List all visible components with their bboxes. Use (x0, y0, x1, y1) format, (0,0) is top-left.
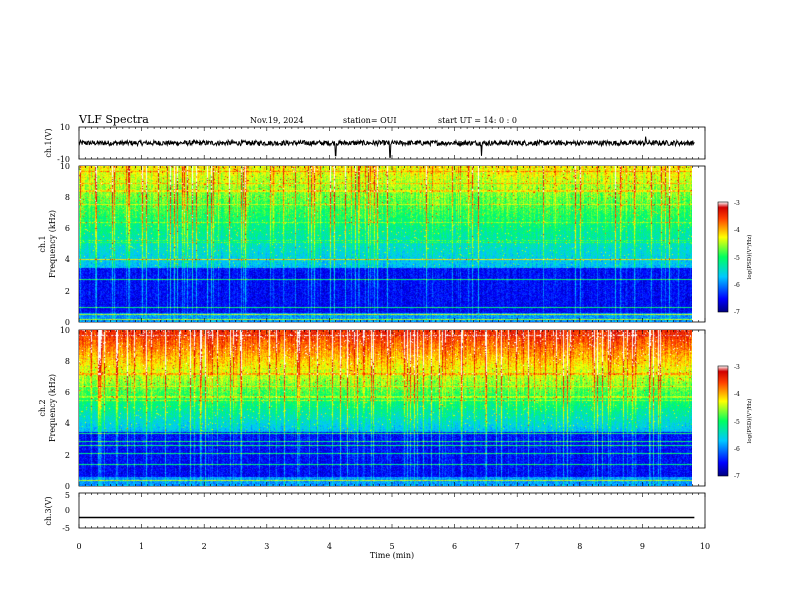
ch1-spec-ytick-0: 0 (65, 318, 70, 327)
ch2-colorbar-tick-m7: -7 (734, 473, 740, 480)
ch1-spec-ytick-6: 6 (65, 224, 70, 233)
ch2-spec-ylabel-freq: Frequency (kHz) (48, 374, 57, 442)
ch2-spec-ytick-0: 0 (65, 482, 70, 491)
ch2-spec-ytick-4: 4 (65, 419, 70, 428)
ch1-spec-ytick-8: 8 (65, 193, 70, 202)
ch2-spec-ytick-6: 6 (65, 388, 70, 397)
ch2-colorbar-tick-m5: -5 (734, 419, 740, 426)
ch2-colorbar-tick-m4: -4 (734, 391, 740, 398)
ch1-colorbar-label: log(PSD)(V²/Hz) (746, 235, 753, 280)
ch1-colorbar-tick-m7: -7 (734, 309, 740, 316)
xtick-9: 9 (640, 542, 645, 551)
ch3-ytick-0: 0 (65, 506, 70, 515)
time-axis-ticks (78, 127, 706, 528)
ch1-ylabel: ch.1(V) (44, 128, 53, 157)
xtick-1: 1 (139, 542, 144, 551)
ch1-ytick-top: 10 (60, 123, 70, 132)
xtick-4: 4 (327, 542, 332, 551)
start-time-label: start UT = 14: 0 : 0 (438, 116, 517, 125)
ch1-colorbar-tick-m5: -5 (734, 255, 740, 262)
figure-title: VLF Spectra (78, 113, 149, 126)
ch1-spec-ylabel-freq: Frequency (kHz) (48, 210, 57, 278)
ch1-waveform-trace (78, 136, 695, 158)
ch1-colorbar-tick-m4: -4 (734, 227, 740, 234)
ch2-spec-ytick-10: 10 (60, 326, 70, 335)
ch1-ytick-bottom: -10 (57, 155, 70, 164)
ch2-colorbar (717, 365, 729, 477)
ch1-waveform-panel: ch.1(V) 10 -10 (44, 123, 706, 164)
ch1-colorbar (717, 201, 729, 313)
station-label: station= OUI (343, 116, 397, 125)
xtick-6: 6 (452, 542, 457, 551)
xtick-5: 5 (389, 542, 394, 551)
ch1-colorbar-tick-m6: -6 (734, 282, 740, 289)
ch2-spec-ytick-2: 2 (65, 451, 70, 460)
ch1-spectrogram-image (79, 166, 692, 322)
ch2-spec-ylabel-channel: ch.2 (38, 399, 47, 416)
ch1-spec-ytick-4: 4 (65, 255, 70, 264)
ch2-colorbar-label: log(PSD)(V²/Hz) (746, 399, 753, 444)
ch3-ytick-5: 5 (65, 491, 70, 500)
ch2-colorbar-tick-m3: -3 (734, 364, 740, 371)
xtick-2: 2 (202, 542, 207, 551)
ch1-spec-ylabel-channel: ch.1 (38, 235, 47, 252)
time-axis-labels: 0 1 2 3 4 5 6 7 8 9 10 Time (min) (76, 542, 710, 560)
ch3-ytick-m5: -5 (62, 524, 70, 533)
ch1-spectrogram-panel: ch.1 Frequency (kHz) 0 2 4 6 8 10 -3 -4 … (38, 162, 753, 327)
ch3-ylabel: ch.3(V) (44, 496, 53, 525)
xtick-10: 10 (700, 542, 710, 551)
ch3-waveform-frame (78, 492, 706, 529)
xtick-0: 0 (76, 542, 81, 551)
ch2-colorbar-tick-m6: -6 (734, 446, 740, 453)
ch2-spectrogram-image (79, 330, 692, 486)
ch1-colorbar-tick-m3: -3 (734, 200, 740, 207)
ch2-spectrogram-panel: ch.2 Frequency (kHz) 0 2 4 6 8 10 -3 -4 … (38, 326, 753, 491)
ch1-spec-ytick-2: 2 (65, 287, 70, 296)
xtick-3: 3 (264, 542, 269, 551)
xtick-7: 7 (515, 542, 520, 551)
xtick-8: 8 (577, 542, 582, 551)
x-axis-label: Time (min) (370, 551, 414, 560)
date-label: Nov.19, 2024 (250, 116, 304, 125)
ch2-spec-ytick-8: 8 (65, 357, 70, 366)
ch1-spec-ytick-10: 10 (60, 162, 70, 171)
ch3-waveform-panel: ch.3(V) 5 0 -5 (44, 491, 706, 533)
